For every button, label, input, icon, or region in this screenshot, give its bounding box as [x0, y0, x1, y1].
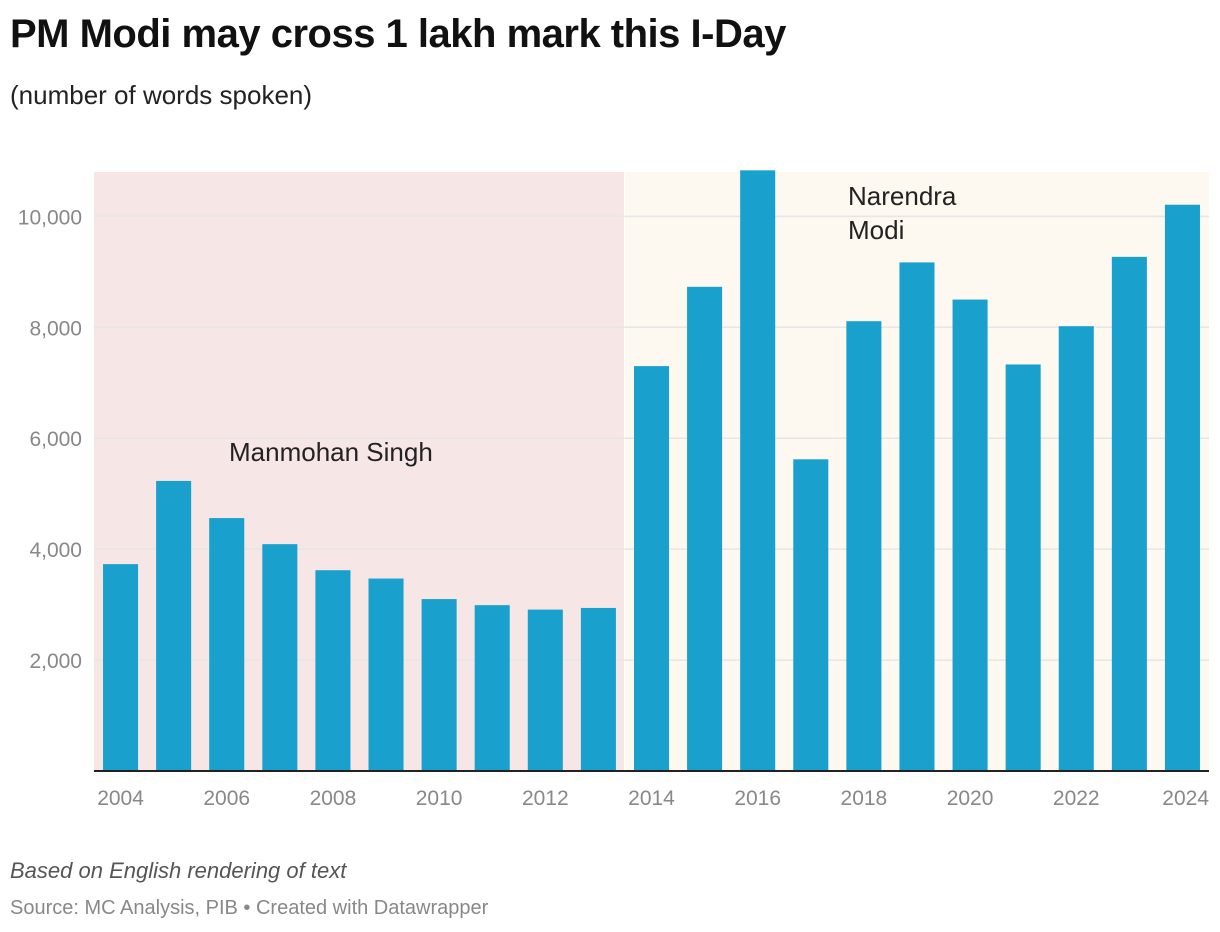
bar-2023	[1111, 256, 1147, 771]
x-tick-label: 2020	[947, 787, 994, 810]
bar-2013	[580, 607, 616, 771]
bars	[103, 170, 1200, 771]
bar-2014	[633, 366, 670, 771]
x-tick-label: 2006	[203, 787, 250, 810]
bar-2006	[209, 518, 245, 771]
annotation-narendra-modi: Narendra Modi	[848, 181, 957, 245]
y-tick-label: 2,000	[29, 650, 82, 673]
footnote: Based on English rendering of text	[10, 858, 347, 883]
bar-2015	[687, 286, 723, 771]
x-tick-label: 2022	[1053, 787, 1100, 810]
bar-2009	[368, 578, 404, 771]
bar-2016	[740, 170, 776, 771]
bar-2005	[156, 480, 192, 771]
y-tick-label: 10,000	[18, 206, 82, 229]
bar-2010	[421, 599, 457, 771]
x-tick-label: 2024	[1162, 787, 1209, 810]
x-tick-label: 2016	[734, 787, 781, 810]
bar-2007	[262, 544, 298, 771]
annotation-manmohan-singh: Manmohan Singh	[229, 437, 433, 467]
gridlines: 2,000 4,000 6,000 8,000 10,000	[18, 206, 1209, 673]
chart-title: PM Modi may cross 1 lakh mark this I-Day	[10, 12, 786, 56]
bar-2018	[846, 321, 882, 771]
period-annotations: Manmohan Singh Narendra Modi	[229, 181, 957, 467]
bar-2024	[1164, 204, 1200, 771]
bar-2004	[103, 564, 139, 771]
bar-2019	[899, 262, 935, 771]
x-tick-label: 2014	[628, 787, 675, 810]
bar-2017	[793, 459, 829, 771]
y-tick-label: 8,000	[29, 317, 82, 340]
x-tick-label: 2004	[97, 787, 144, 810]
x-axis: 2004 2006 2008 2010 2012 2014 2016 2018 2020 2022…	[94, 770, 1209, 810]
x-tick-label: 2008	[310, 787, 357, 810]
bar-2008	[315, 570, 351, 771]
bar-2012	[527, 609, 563, 771]
x-tick-label: 2018	[841, 787, 888, 810]
bar-chart: 2,000 4,000 6,000 8,000 10,000 Manmohan Sing…	[18, 170, 1209, 810]
bar-2020	[952, 299, 988, 771]
x-tick-label: 2010	[416, 787, 463, 810]
y-tick-label: 4,000	[29, 539, 82, 562]
bar-2022	[1058, 326, 1094, 771]
y-tick-label: 6,000	[29, 428, 82, 451]
source-line: Source: MC Analysis, PIB • Created with …	[10, 897, 489, 919]
bar-2021	[1005, 364, 1041, 771]
bar-2011	[474, 605, 510, 771]
x-tick-label: 2012	[522, 787, 569, 810]
chart-subtitle: (number of words spoken)	[10, 80, 313, 110]
